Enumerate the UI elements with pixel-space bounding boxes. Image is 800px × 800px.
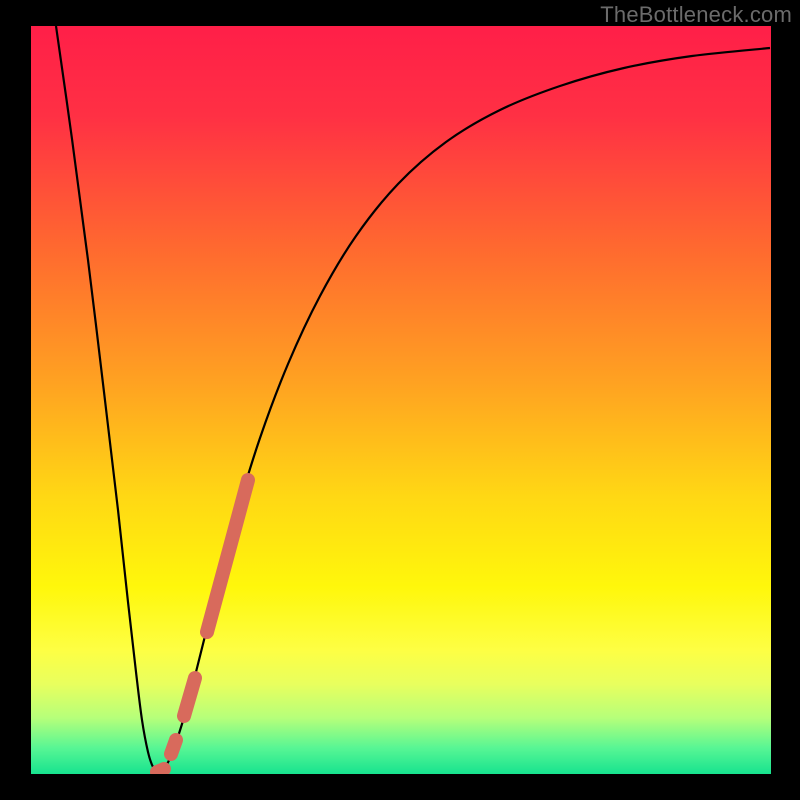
chart-svg [0, 0, 800, 800]
gradient-plot-background [31, 26, 771, 774]
chart-frame: TheBottleneck.com [0, 0, 800, 800]
highlight-dash-segment [157, 769, 164, 772]
watermark-text: TheBottleneck.com [600, 2, 792, 28]
highlight-dash-segment [171, 740, 176, 754]
